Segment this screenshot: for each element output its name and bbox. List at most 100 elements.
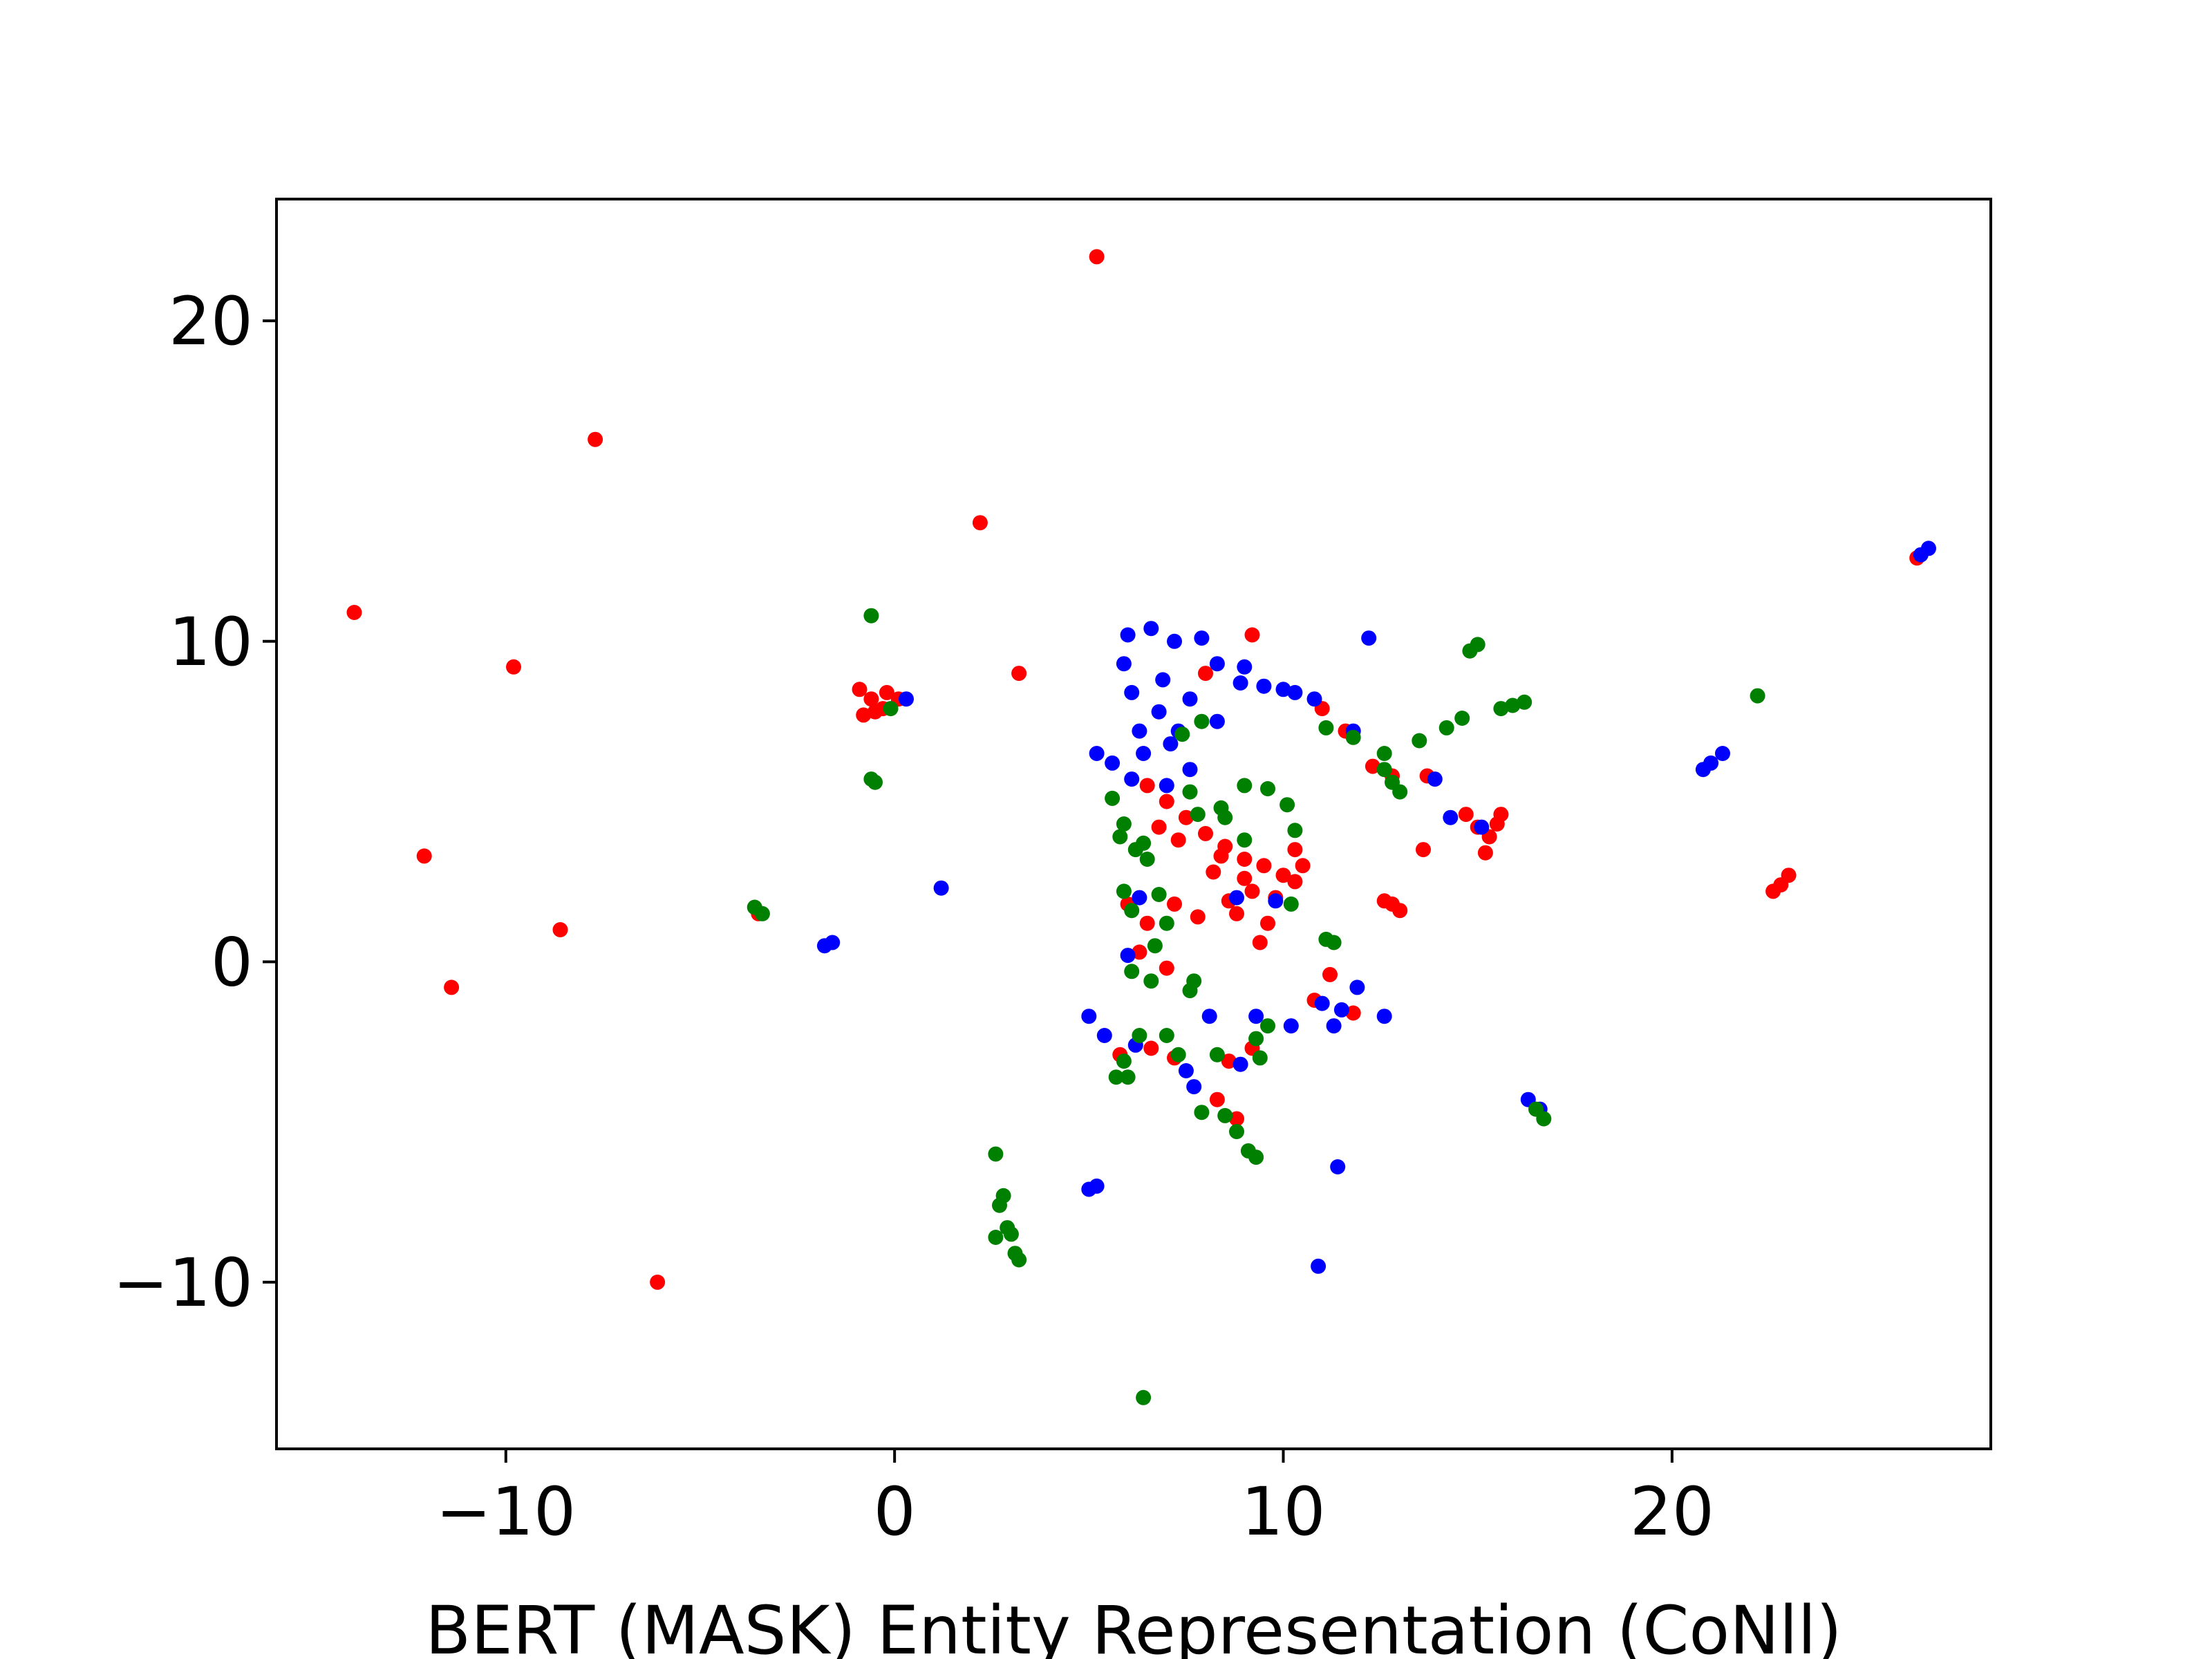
y-tick-label: 20 — [169, 283, 253, 360]
data-point — [1089, 249, 1105, 265]
data-point — [1116, 656, 1132, 672]
data-point — [1248, 1150, 1264, 1165]
data-point — [1237, 852, 1253, 867]
data-point — [1493, 701, 1509, 717]
data-point — [1105, 790, 1121, 806]
data-point — [1167, 896, 1182, 912]
data-point — [1190, 807, 1206, 823]
data-point — [1198, 666, 1213, 682]
data-point — [1438, 720, 1454, 735]
data-point — [754, 906, 770, 921]
data-point — [1260, 915, 1275, 931]
data-point — [1921, 541, 1936, 556]
data-point — [1174, 727, 1190, 742]
data-point — [1229, 1124, 1244, 1139]
data-point — [1517, 694, 1533, 710]
data-point — [1385, 896, 1400, 912]
data-point — [1096, 1028, 1112, 1043]
data-point — [1143, 621, 1159, 637]
data-point — [988, 1230, 1004, 1245]
data-point — [650, 1274, 666, 1290]
data-point — [1213, 848, 1229, 864]
data-point — [1132, 1028, 1147, 1043]
data-point — [1209, 713, 1225, 729]
data-point — [1287, 874, 1303, 890]
data-point — [1443, 809, 1459, 825]
data-point — [1237, 870, 1253, 886]
data-point — [1139, 915, 1155, 931]
data-point — [883, 701, 899, 717]
data-point — [1136, 746, 1152, 761]
data-point — [1229, 1111, 1244, 1127]
data-point — [1458, 807, 1474, 823]
data-point — [1765, 883, 1781, 899]
data-point — [1268, 893, 1284, 909]
data-point — [1229, 906, 1244, 921]
data-point — [346, 605, 362, 620]
data-point — [1237, 778, 1253, 794]
data-point — [1237, 832, 1253, 848]
data-point — [933, 880, 949, 896]
data-point — [1217, 1107, 1233, 1123]
data-point — [1147, 938, 1163, 954]
data-point — [1229, 890, 1244, 906]
data-point — [1159, 794, 1174, 809]
data-point — [1116, 1053, 1132, 1069]
series-1 — [816, 541, 1936, 1274]
data-point — [992, 1197, 1007, 1213]
x-tick-label: −10 — [435, 1473, 576, 1550]
data-point — [1244, 883, 1260, 899]
data-point — [1715, 746, 1730, 761]
data-point — [1151, 819, 1167, 835]
data-point — [1116, 816, 1132, 832]
data-point — [1244, 627, 1260, 643]
data-point — [1143, 1040, 1159, 1056]
data-point — [444, 980, 460, 995]
data-point — [1182, 983, 1198, 999]
data-point — [1213, 800, 1229, 816]
data-point — [1489, 816, 1505, 832]
x-tick-label: 0 — [874, 1473, 916, 1550]
data-point — [1186, 1079, 1202, 1095]
data-point — [1703, 755, 1719, 771]
data-point — [1260, 1018, 1275, 1034]
data-point — [1237, 659, 1253, 675]
data-point — [1159, 1028, 1174, 1043]
data-point — [1011, 1252, 1027, 1268]
data-point — [1124, 684, 1140, 700]
data-point — [1311, 1258, 1327, 1274]
data-point — [1081, 1181, 1097, 1197]
data-point — [1178, 809, 1194, 825]
data-point — [863, 691, 879, 707]
data-point — [1124, 771, 1140, 787]
data-point — [1112, 829, 1128, 845]
data-point — [1139, 778, 1155, 794]
data-point — [1206, 864, 1221, 880]
y-tick-label: −10 — [113, 1244, 253, 1322]
data-point — [1256, 678, 1272, 694]
data-point — [1178, 1063, 1194, 1078]
data-point — [1505, 697, 1521, 713]
data-point — [856, 707, 872, 723]
data-point — [1248, 1031, 1264, 1047]
data-point — [1159, 960, 1174, 976]
data-point — [1011, 666, 1027, 682]
x-tick-label: 20 — [1630, 1473, 1714, 1550]
data-point — [1326, 935, 1342, 950]
data-point — [1209, 1091, 1225, 1107]
data-point — [1194, 713, 1210, 729]
data-point — [1474, 819, 1490, 835]
data-point — [1256, 858, 1272, 874]
data-point — [1295, 858, 1311, 874]
data-point — [1287, 823, 1303, 838]
data-point — [1081, 1009, 1097, 1024]
data-point — [1190, 909, 1206, 925]
data-point — [1132, 944, 1147, 960]
data-point — [1136, 1389, 1152, 1405]
data-point — [1412, 733, 1427, 749]
data-point — [1248, 1009, 1264, 1024]
data-point — [1330, 1159, 1346, 1174]
data-point — [1376, 1009, 1392, 1024]
data-point — [1283, 1018, 1299, 1034]
